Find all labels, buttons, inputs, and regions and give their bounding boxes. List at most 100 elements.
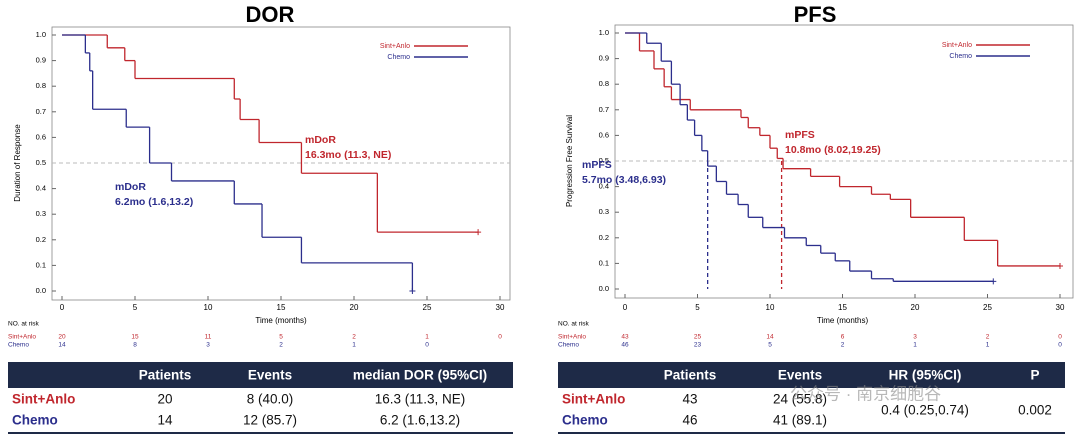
y-tick-label: 0.7 xyxy=(36,107,46,116)
y-tick-label: 0.2 xyxy=(36,235,46,244)
y-tick-label: 0.6 xyxy=(36,132,46,141)
summary-cell: 6.2 (1.6,13.2) xyxy=(380,413,460,428)
x-tick-label: 10 xyxy=(204,303,213,312)
x-tick-label: 30 xyxy=(496,303,505,312)
x-tick-label: 30 xyxy=(1056,303,1065,312)
summary-header: Patients xyxy=(139,368,192,383)
summary-shared-cell: 0.002 xyxy=(1018,403,1052,418)
risk-count: 2 xyxy=(841,342,845,349)
summary-cell: 8 (40.0) xyxy=(247,392,294,407)
risk-count: 15 xyxy=(131,334,139,341)
risk-count: 2 xyxy=(279,342,283,349)
risk-count: 20 xyxy=(58,334,66,341)
risk-count: 3 xyxy=(206,342,210,349)
summary-cell: 46 xyxy=(682,413,697,428)
y-tick-label: 0.4 xyxy=(36,184,46,193)
y-tick-label: 0.0 xyxy=(599,284,609,293)
risk-row-label: Sint+Anlo xyxy=(558,334,586,341)
risk-count: 23 xyxy=(694,342,702,349)
median-annotation: 16.3mo (11.3, NE) xyxy=(305,149,391,161)
risk-count: 1 xyxy=(986,342,990,349)
risk-count: 46 xyxy=(621,342,629,349)
y-tick-label: 0.2 xyxy=(599,233,609,242)
y-tick-label: 0.8 xyxy=(599,79,609,88)
x-tick-label: 15 xyxy=(277,303,286,312)
summary-cell: 16.3 (11.3, NE) xyxy=(375,392,466,407)
median-annotation: 10.8mo (8.02,19.25) xyxy=(785,144,881,156)
summary-cell: 14 xyxy=(157,413,173,428)
summary-shared-cell: 0.4 (0.25,0.74) xyxy=(881,403,969,418)
y-tick-label: 1.0 xyxy=(36,30,46,39)
risk-count: 14 xyxy=(766,334,774,341)
summary-cell: 24 (55.8) xyxy=(773,392,827,407)
y-tick-label: 0.9 xyxy=(36,56,46,65)
risk-count: 5 xyxy=(279,334,283,341)
risk-count: 0 xyxy=(498,334,502,341)
summary-cell: 41 (89.1) xyxy=(773,413,827,428)
y-tick-label: 0.5 xyxy=(36,158,46,167)
y-axis-label: Progression Free Survival xyxy=(565,115,574,207)
median-annotation: mPFS xyxy=(785,129,815,141)
summary-header: Patients xyxy=(664,368,717,383)
legend-label: Sint+Anlo xyxy=(380,43,410,50)
summary-cell: 43 xyxy=(682,392,697,407)
summary-header-bar xyxy=(558,362,1065,388)
y-tick-label: 0.1 xyxy=(36,260,46,269)
risk-table-title: NO. at risk xyxy=(8,321,39,328)
chart-title: DOR xyxy=(246,2,295,27)
summary-row-label: Chemo xyxy=(562,413,608,428)
y-tick-label: 0.4 xyxy=(599,182,609,191)
median-annotation: mDoR xyxy=(115,181,146,193)
summary-cell: 20 xyxy=(157,392,172,407)
risk-count: 14 xyxy=(58,342,66,349)
x-tick-label: 20 xyxy=(911,303,920,312)
risk-count: 0 xyxy=(425,342,429,349)
watermark: 公众号 · 南京细胞谷 xyxy=(790,384,941,403)
risk-count: 1 xyxy=(352,342,356,349)
summary-header: Events xyxy=(778,368,822,383)
risk-row-label: Sint+Anlo xyxy=(8,334,36,341)
summary-row-label: Sint+Anlo xyxy=(562,392,625,407)
x-tick-label: 0 xyxy=(623,303,628,312)
risk-count: 6 xyxy=(841,334,845,341)
legend-label: Sint+Anlo xyxy=(942,42,972,49)
risk-count: 8 xyxy=(133,342,137,349)
risk-count: 11 xyxy=(205,334,212,341)
censor-mark xyxy=(1057,262,1063,269)
y-tick-label: 0.1 xyxy=(599,258,609,267)
y-tick-label: 0.5 xyxy=(599,156,609,165)
x-tick-label: 25 xyxy=(983,303,992,312)
legend-label: Chemo xyxy=(387,54,410,61)
x-axis-label: Time (months) xyxy=(817,316,869,325)
risk-count: 1 xyxy=(913,342,917,349)
risk-count: 0 xyxy=(1058,334,1062,341)
x-tick-label: 0 xyxy=(60,303,65,312)
risk-count: 2 xyxy=(352,334,356,341)
median-annotation: 5.7mo (3.48,6.93) xyxy=(582,174,666,186)
summary-header-bar xyxy=(8,362,513,388)
x-tick-label: 10 xyxy=(766,303,775,312)
y-axis-label: Duration of Response xyxy=(13,124,22,202)
plot-frame xyxy=(51,26,511,301)
summary-header: median DOR (95%CI) xyxy=(353,368,487,383)
y-tick-label: 0.7 xyxy=(599,105,609,114)
y-tick-label: 0.8 xyxy=(36,81,46,90)
censor-mark xyxy=(990,278,997,285)
summary-row-label: Sint+Anlo xyxy=(12,392,75,407)
y-tick-label: 0.0 xyxy=(36,286,46,295)
risk-count: 3 xyxy=(913,334,917,341)
risk-row-label: Chemo xyxy=(558,342,579,349)
risk-count: 2 xyxy=(986,334,990,341)
y-tick-label: 0.6 xyxy=(599,130,609,139)
risk-row-label: Chemo xyxy=(8,342,29,349)
risk-count: 5 xyxy=(768,342,772,349)
summary-row-label: Chemo xyxy=(12,413,58,428)
summary-cell: 12 (85.7) xyxy=(243,413,297,428)
plot-frame xyxy=(614,24,1074,299)
risk-count: 43 xyxy=(621,334,629,341)
y-tick-label: 0.3 xyxy=(599,207,609,216)
censor-mark xyxy=(409,288,416,294)
x-tick-label: 25 xyxy=(423,303,432,312)
